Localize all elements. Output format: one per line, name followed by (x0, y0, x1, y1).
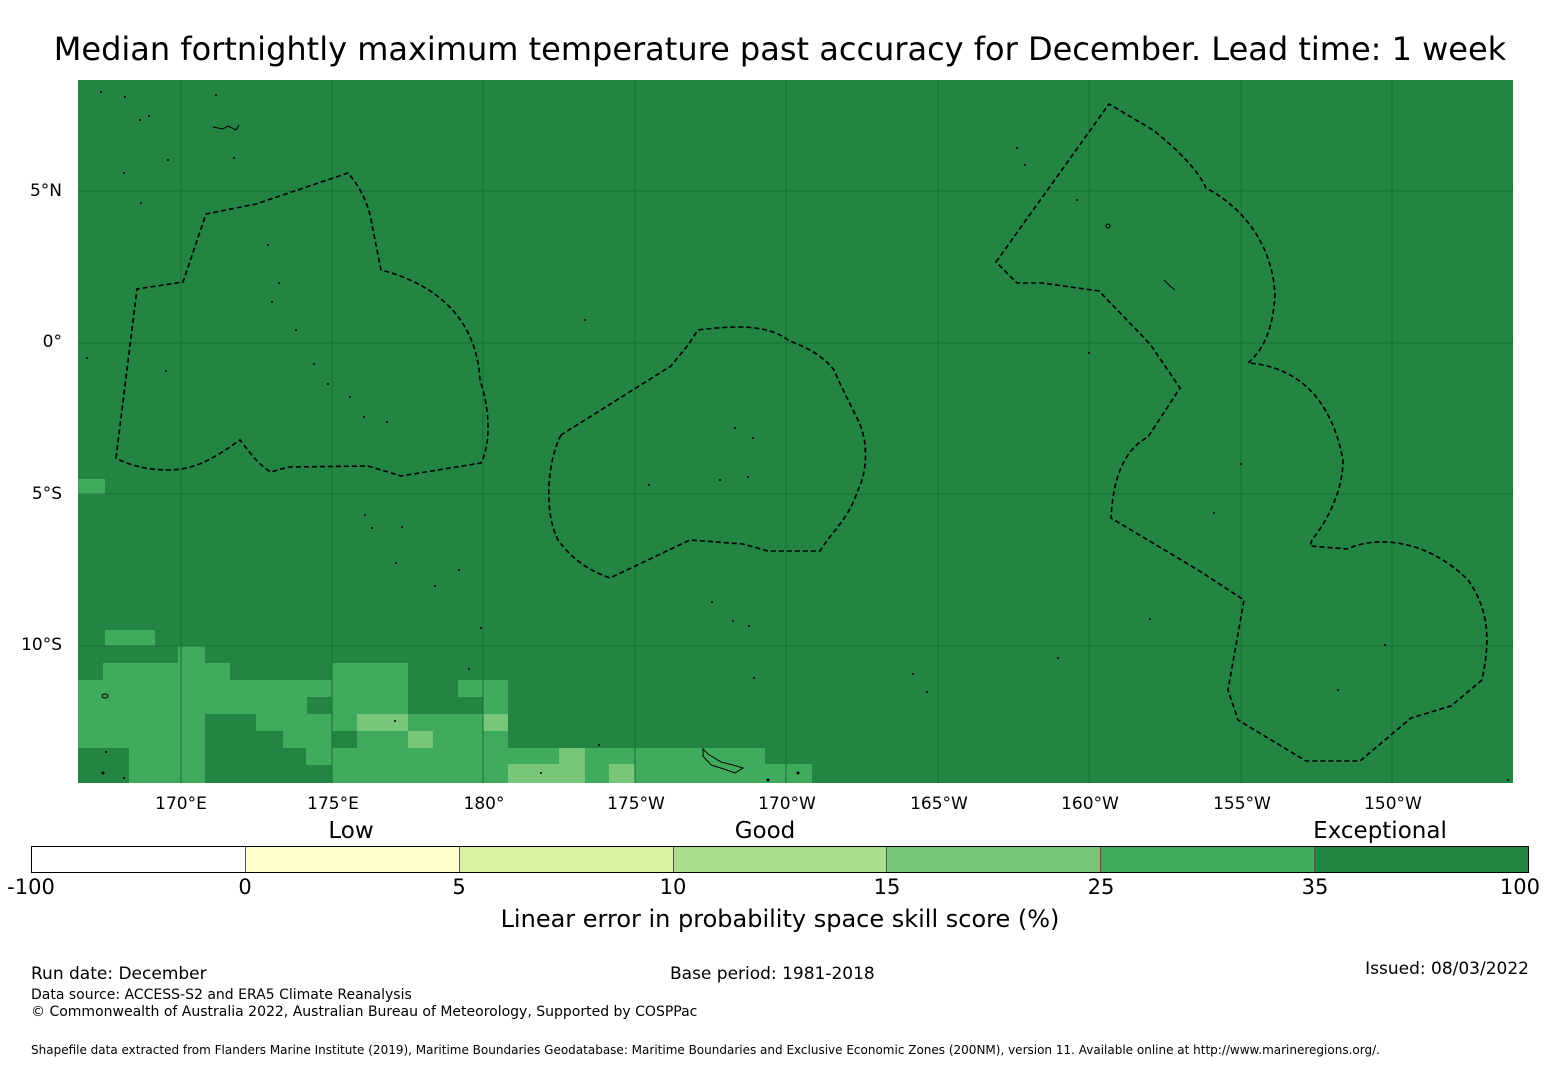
colorbar-segment-4 (887, 847, 1102, 872)
colorbar-segment-2 (459, 847, 674, 872)
skill-map (78, 80, 1513, 783)
lon-label-180: 180° (463, 794, 505, 814)
tick-label: 5 (452, 875, 466, 899)
level-good: Good (734, 818, 796, 844)
tick-label: 100 (1499, 875, 1540, 899)
colorbar-segment-1 (245, 847, 460, 872)
data-source: Data source: ACCESS-S2 and ERA5 Climate … (31, 987, 412, 1003)
colorbar-segment-6 (1315, 847, 1529, 872)
graticule (78, 80, 1513, 783)
tick-label: -100 (7, 875, 55, 899)
lon-label-160w: 160°W (1061, 794, 1119, 814)
lon-label-170e: 170°E (155, 794, 207, 814)
copyright: © Commonwealth of Australia 2022, Austra… (31, 1004, 698, 1020)
lat-label-5n: 5°N (29, 181, 62, 201)
map-background (78, 80, 1513, 783)
issued-date: Issued: 08/03/2022 (1365, 959, 1529, 979)
colorbar-title: Linear error in probability space skill … (500, 905, 1060, 933)
skill-cells-light (357, 714, 635, 783)
islands (101, 124, 1176, 774)
tick-label: 10 (659, 875, 687, 899)
level-exceptional: Exceptional (1313, 818, 1447, 844)
colorbar-segment-5 (1101, 847, 1316, 872)
lon-label-175w: 175°W (607, 794, 665, 814)
skill-cells-dark (78, 663, 483, 783)
tick-label: 15 (873, 875, 901, 899)
lon-label-170w: 170°W (758, 794, 816, 814)
run-date: Run date: December (31, 964, 207, 984)
base-period: Base period: 1981-2018 (670, 964, 875, 984)
tick-label: 0 (238, 875, 252, 899)
lat-label-0: 0° (42, 332, 62, 352)
colorbar-segment-3 (673, 847, 888, 872)
tick-label: 25 (1087, 875, 1115, 899)
lon-label-165w: 165°W (910, 794, 968, 814)
colorbar (31, 846, 1529, 873)
shapefile-credit: Shapefile data extracted from Flanders M… (31, 1043, 1380, 1057)
level-low: Low (328, 818, 374, 844)
lat-label-10s: 10°S (21, 635, 62, 655)
lon-label-150w: 150°W (1364, 794, 1422, 814)
eez-boundaries (115, 102, 1488, 762)
lon-label-175e: 175°E (307, 794, 359, 814)
island-dots (86, 91, 1509, 782)
map-title: Median fortnightly maximum temperature p… (53, 30, 1507, 68)
lon-label-155w: 155°W (1213, 794, 1271, 814)
colorbar-segment-0 (32, 847, 246, 872)
tick-label: 35 (1301, 875, 1329, 899)
lat-label-5s: 5°S (31, 484, 62, 504)
